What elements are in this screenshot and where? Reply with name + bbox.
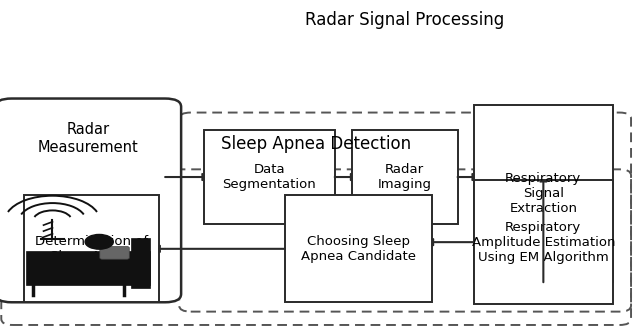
Text: Radar
Imaging: Radar Imaging [378, 163, 432, 191]
Text: Choosing Sleep
Apnea Candidate: Choosing Sleep Apnea Candidate [301, 235, 416, 263]
Circle shape [85, 234, 113, 249]
Text: Radar
Measurement: Radar Measurement [38, 123, 139, 155]
Text: Respiratory
Signal
Extraction: Respiratory Signal Extraction [505, 172, 582, 215]
FancyBboxPatch shape [352, 130, 458, 224]
FancyBboxPatch shape [131, 238, 150, 288]
FancyBboxPatch shape [204, 130, 335, 224]
FancyBboxPatch shape [474, 105, 613, 282]
FancyBboxPatch shape [24, 195, 159, 302]
Text: Data
Segmentation: Data Segmentation [222, 163, 316, 191]
FancyBboxPatch shape [100, 246, 129, 259]
Text: Determination of
Sleep Apnea: Determination of Sleep Apnea [35, 235, 148, 263]
FancyBboxPatch shape [285, 195, 432, 302]
FancyBboxPatch shape [474, 180, 613, 304]
FancyBboxPatch shape [26, 251, 150, 285]
Text: Radar Signal Processing: Radar Signal Processing [305, 11, 505, 29]
FancyBboxPatch shape [0, 99, 181, 302]
Text: Sleep Apnea Detection: Sleep Apnea Detection [221, 135, 412, 153]
Text: Respiratory
Amplitude Estimation
Using EM Algorithm: Respiratory Amplitude Estimation Using E… [472, 221, 615, 264]
